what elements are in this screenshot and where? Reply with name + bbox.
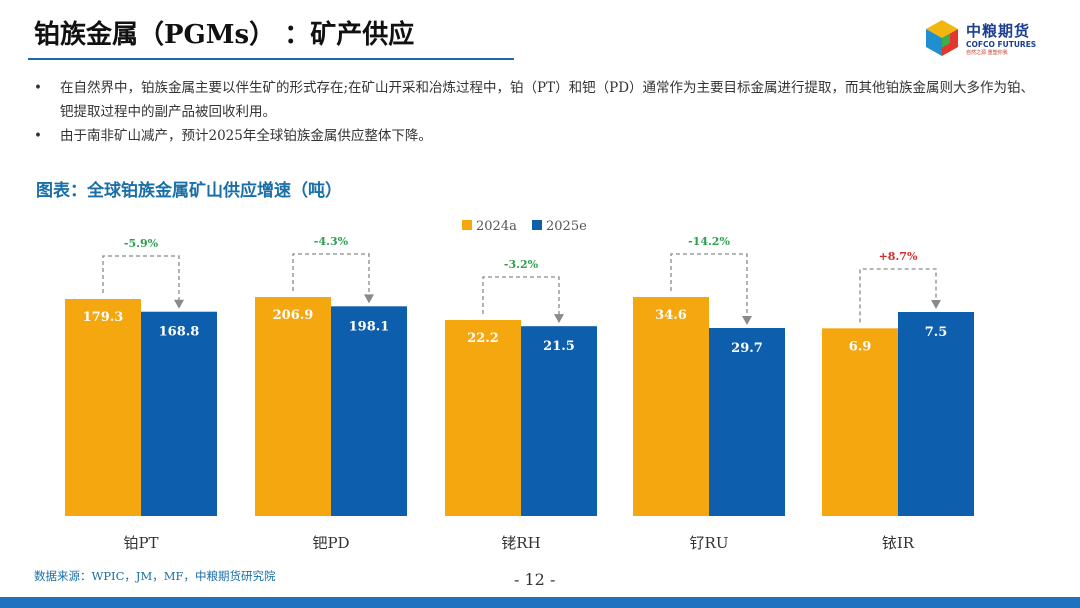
data-label-2024a: 206.9 <box>273 308 314 323</box>
change-arrow-icon <box>742 316 752 326</box>
title-underline <box>28 58 514 60</box>
change-percent-label: -4.3% <box>314 235 349 248</box>
logo-name-cn: 中粮期货 <box>966 22 1031 40</box>
logo-name-en: COFCO FUTURES <box>966 40 1037 49</box>
category-label: 铱IR <box>882 534 915 552</box>
bar-2025e <box>898 312 974 516</box>
page-number: - 12 - <box>514 570 556 589</box>
data-label-2025e: 168.8 <box>159 325 200 340</box>
bar-2024a <box>65 299 141 516</box>
data-label-2024a: 34.6 <box>655 308 687 323</box>
change-connector <box>102 255 180 301</box>
bar-2025e <box>331 306 407 516</box>
data-label-2024a: 179.3 <box>83 310 124 325</box>
data-source: 数据来源：WPIC，JM，MF，中粮期货研究院 <box>34 569 276 583</box>
change-arrow-icon <box>364 294 374 304</box>
bar-2024a <box>633 297 709 516</box>
data-label-2025e: 21.5 <box>543 339 575 354</box>
legend-label: 2025e <box>546 219 587 234</box>
change-arrow-icon <box>554 314 564 324</box>
legend-swatch <box>532 220 542 230</box>
bar-2025e <box>141 311 217 516</box>
chart-title: 图表：全球铂族金属矿山供应增速（吨） <box>36 181 342 201</box>
bar-2025e <box>709 328 785 516</box>
change-percent-label: +8.7% <box>879 250 918 263</box>
bullet-list: 在自然界中，铂族金属主要以伴生矿的形式存在;在矿山开采和冶炼过程中，铂（PT）和… <box>34 76 1044 148</box>
cube-logo-icon <box>926 20 958 56</box>
footer-bar <box>0 597 1080 608</box>
change-percent-label: -3.2% <box>504 258 539 271</box>
data-label-2024a: 22.2 <box>467 331 499 346</box>
company-logo: 中粮期货 COFCO FUTURES 自然之源 重塑你我 <box>922 18 1052 58</box>
logo-tagline: 自然之源 重塑你我 <box>966 50 1008 56</box>
bar-2025e <box>521 326 597 516</box>
change-arrow-icon <box>931 300 941 309</box>
category-label: 钯PD <box>312 534 349 552</box>
change-percent-label: -14.2% <box>688 235 730 248</box>
change-connector <box>859 268 937 323</box>
data-label-2024a: 6.9 <box>849 339 872 354</box>
bar-2024a <box>255 297 331 516</box>
page-title: 铂族金属（PGMs） ：矿产供应 <box>34 20 415 50</box>
category-label: 铂PT <box>123 534 158 552</box>
data-label-2025e: 29.7 <box>731 341 763 356</box>
change-connector <box>482 276 560 316</box>
bar-2024a <box>445 320 521 516</box>
change-percent-label: -5.9% <box>124 237 159 250</box>
bar-2024a <box>822 328 898 516</box>
data-label-2025e: 7.5 <box>925 325 948 340</box>
category-label: 铑RH <box>501 534 540 552</box>
data-label-2025e: 198.1 <box>349 319 390 334</box>
legend-swatch <box>462 220 472 230</box>
category-label: 钌RU <box>690 534 729 552</box>
legend-label: 2024a <box>476 219 517 234</box>
bullet-item: 在自然界中，铂族金属主要以伴生矿的形式存在;在矿山开采和冶炼过程中，铂（PT）和… <box>34 76 1044 124</box>
change-arrow-icon <box>174 299 184 309</box>
bullet-item: 由于南非矿山减产，预计2025年全球铂族金属供应整体下降。 <box>34 124 1044 148</box>
change-connector <box>292 253 370 296</box>
